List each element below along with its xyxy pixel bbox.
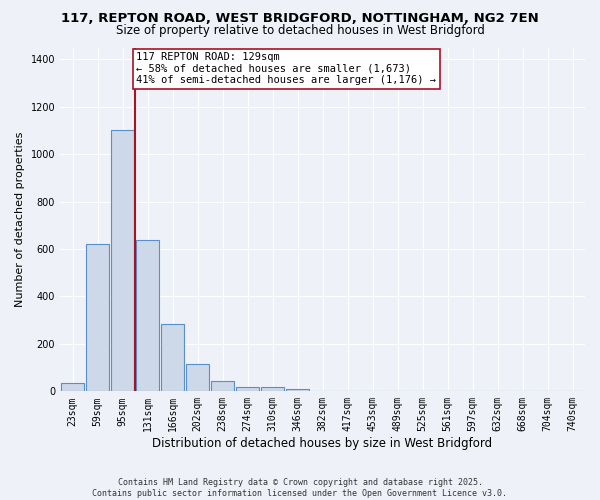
Bar bbox=[261, 386, 284, 392]
Bar bbox=[136, 240, 159, 392]
Text: 117, REPTON ROAD, WEST BRIDGFORD, NOTTINGHAM, NG2 7EN: 117, REPTON ROAD, WEST BRIDGFORD, NOTTIN… bbox=[61, 12, 539, 26]
Text: 117 REPTON ROAD: 129sqm
← 58% of detached houses are smaller (1,673)
41% of semi: 117 REPTON ROAD: 129sqm ← 58% of detache… bbox=[136, 52, 436, 86]
X-axis label: Distribution of detached houses by size in West Bridgford: Distribution of detached houses by size … bbox=[152, 437, 493, 450]
Bar bbox=[161, 324, 184, 392]
Bar bbox=[186, 364, 209, 392]
Bar bbox=[86, 244, 109, 392]
Bar bbox=[61, 383, 84, 392]
Bar bbox=[286, 389, 309, 392]
Bar bbox=[111, 130, 134, 392]
Text: Size of property relative to detached houses in West Bridgford: Size of property relative to detached ho… bbox=[116, 24, 484, 37]
Text: Contains HM Land Registry data © Crown copyright and database right 2025.
Contai: Contains HM Land Registry data © Crown c… bbox=[92, 478, 508, 498]
Y-axis label: Number of detached properties: Number of detached properties bbox=[15, 132, 25, 307]
Bar bbox=[211, 380, 234, 392]
Bar bbox=[236, 386, 259, 392]
